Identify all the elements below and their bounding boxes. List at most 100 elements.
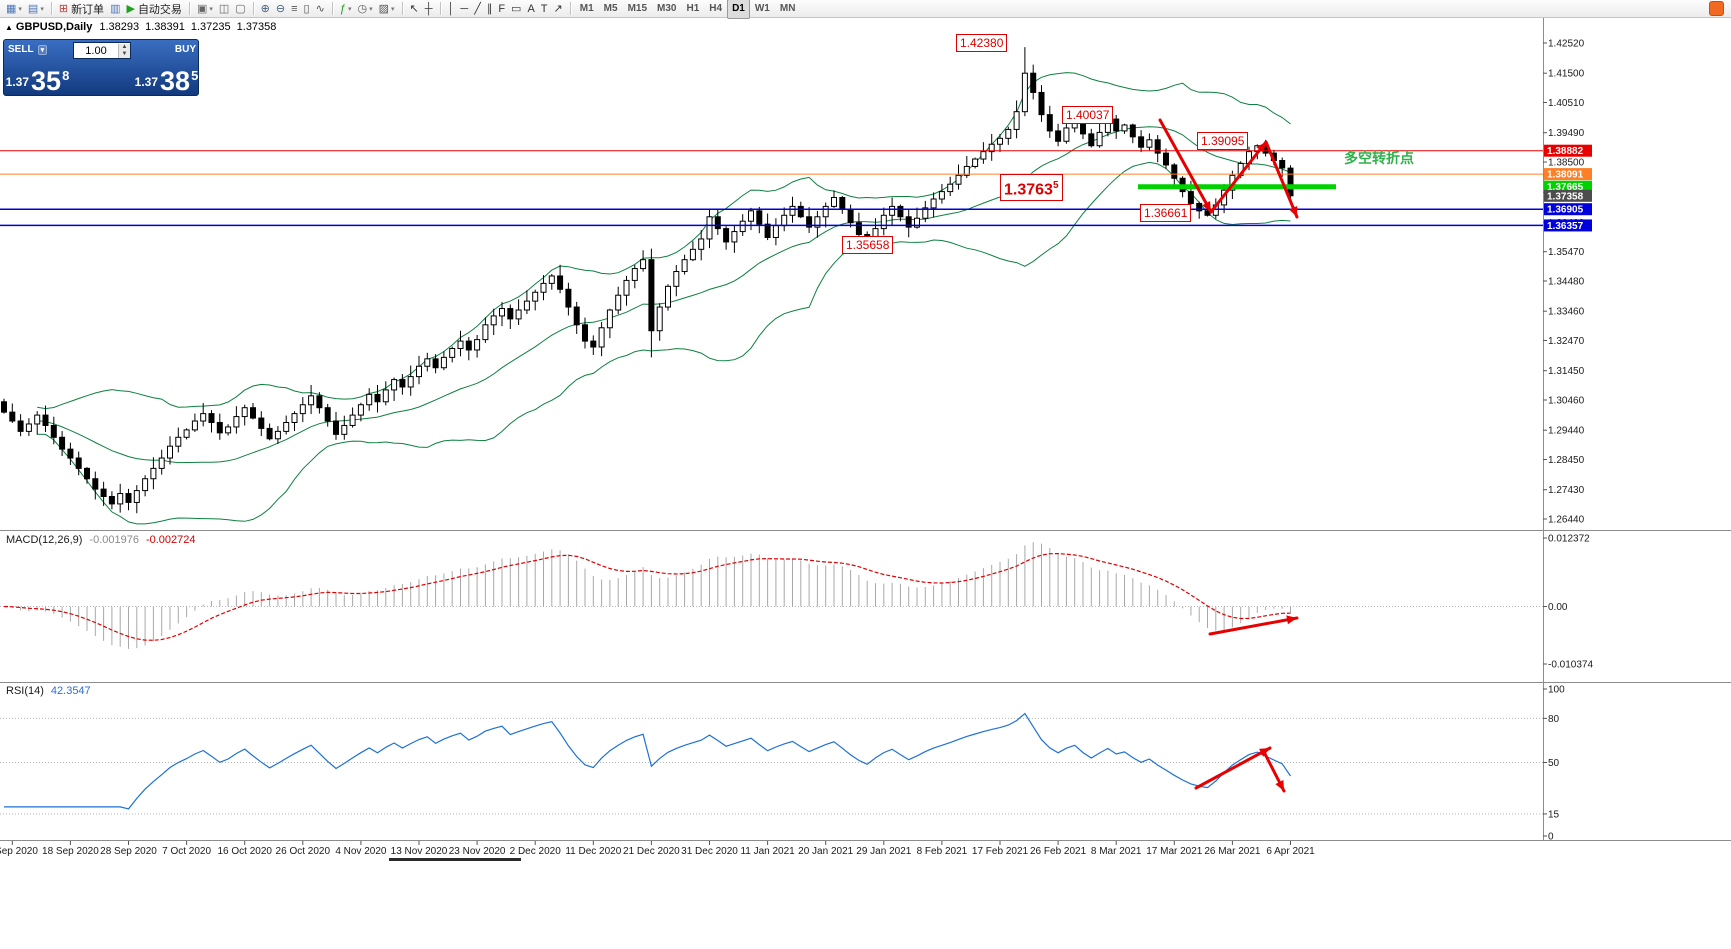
line-chart-icon[interactable]: ∿ [313,1,328,17]
svg-text:1.28450: 1.28450 [1548,455,1585,466]
toolbar-separator [401,2,403,15]
autotrading-button[interactable]: ▶ 自动交易 [123,1,184,17]
price-axis-tags[interactable]: 1.38882 1.380911.37665 1.36905 1.36357 1.373… [1544,144,1592,232]
autotrading-button-label: 自动交易 [137,3,182,16]
vertical-line-icon[interactable]: │ [445,1,458,17]
timeframe-d1[interactable]: D1 [727,0,750,19]
timeframe-mn[interactable]: MN [779,3,796,14]
tile-windows-icon[interactable]: ◫ [216,1,232,17]
templates-icon-dropdown[interactable]: ▾ [390,5,395,13]
down-trend-arrow-2[interactable] [1264,140,1299,219]
trend-arrows[interactable] [1158,118,1299,793]
chart-window-icon[interactable]: ▥ [107,1,123,17]
timeframe-w1[interactable]: W1 [754,3,770,14]
rebound-high-label[interactable]: 1.39095 [1197,132,1249,150]
timeframe-h1[interactable]: H1 [686,3,700,14]
crosshair-icon[interactable]: ┼ [422,1,436,17]
price-tag-1.38091[interactable] [1544,168,1592,181]
svg-text:23 Nov 2020: 23 Nov 2020 [449,846,506,857]
shapes-icon[interactable]: ▭ [508,1,524,17]
svg-text:16 Oct 2020: 16 Oct 2020 [217,846,272,857]
candlestick-chart-icon[interactable]: ▯ [301,1,313,17]
trendline-icon[interactable]: ╱ [471,1,484,17]
price-tag-1.36357[interactable] [1544,219,1592,232]
cascade-windows-icon-dropdown[interactable]: ▾ [209,5,213,13]
new-chart-icon-dropdown[interactable]: ▾ [18,5,22,13]
price-tag-1.38882[interactable] [1544,144,1592,157]
chart-plot-area[interactable] [0,18,1543,530]
arrange-windows-icon[interactable]: ▢ [232,1,248,17]
volume-up-icon[interactable]: ▲ [121,43,128,50]
turning-point-note[interactable]: 多空转折点 [1344,150,1414,166]
date-axis[interactable] [0,841,1543,858]
profiles-icon[interactable]: ▤ ▾ [25,1,47,17]
sell-price-base: 1.37 [5,75,30,89]
svg-text:6 Apr 2021: 6 Apr 2021 [1266,846,1315,857]
new-chart-icon[interactable]: ▦ ▾ [3,1,25,17]
periods-icon-dropdown[interactable]: ▾ [369,5,373,13]
up-trend-arrow-1[interactable] [1209,140,1268,214]
horizontal-scrollbar-thumb[interactable] [389,858,521,861]
templates-icon-glyph: ▨ [378,2,389,15]
timeframe-m30[interactable]: M30 [657,3,677,14]
fibonacci-icon[interactable]: F [495,1,508,17]
zoom-out-icon[interactable]: ⊖ [273,1,288,17]
price-tag-1.36905[interactable] [1544,203,1592,216]
rsi-header: RSI(14) 42.3547 [6,685,91,697]
timeframe-m5[interactable]: M5 [603,3,618,14]
price-axis[interactable] [1543,18,1731,840]
price-tag-1.37358[interactable] [1544,189,1592,202]
sell-price-pipette: 8 [62,68,70,83]
svg-text:-0.010374: -0.010374 [1548,660,1593,671]
bar-chart-icon[interactable]: ≡ [288,1,300,17]
arrow-object-icon[interactable]: ↗ [551,1,566,17]
svg-text:8 Sep 2020: 8 Sep 2020 [0,846,38,857]
swing-low-label[interactable]: 1.36661 [1140,204,1192,222]
peak-price-label[interactable]: 1.42380 [956,34,1008,52]
price-tag-1.37665[interactable] [1544,180,1592,193]
key-level-label[interactable]: 1.37635 [1000,174,1063,202]
timeframe-h4[interactable]: H4 [709,3,723,14]
svg-text:11 Jan 2021: 11 Jan 2021 [740,846,795,857]
new-order-button[interactable]: ⊞ 新订单 [56,1,107,17]
cursor-icon[interactable]: ↖ [407,1,422,17]
secondary-high-label[interactable]: 1.40037 [1062,106,1114,124]
feb-low-label[interactable]: 1.35658 [842,236,894,254]
sell-button[interactable]: 1.37 35 8 [4,59,71,97]
horizontal-line-icon[interactable]: ─ [457,1,471,17]
profiles-icon-dropdown[interactable]: ▾ [40,5,44,13]
channel-icon[interactable]: ∥ [484,1,496,17]
down-trend-arrow-1[interactable] [1158,118,1213,214]
svg-text:17 Feb 2021: 17 Feb 2021 [972,846,1029,857]
text-icon[interactable]: A [524,1,537,17]
sell-options-dropdown-icon[interactable]: ▾ [37,44,48,55]
cascade-windows-icon[interactable]: ▣ ▾ [194,1,216,17]
buy-button[interactable]: 1.37 38 5 [133,59,200,97]
rsi-up-arrow[interactable] [1194,746,1272,790]
indicators-button[interactable]: ƒ ▾ [337,1,355,17]
svg-text:4 Nov 2020: 4 Nov 2020 [335,846,387,857]
new-order-button-glyph: ⊞ [58,2,69,15]
timeframe-m1[interactable]: M1 [579,3,594,14]
volume-down-icon[interactable]: ▼ [121,50,128,57]
macd-trend-arrow[interactable] [1208,616,1299,636]
crosshair-icon-glyph: ┼ [424,2,433,15]
sell-header[interactable]: SELL ▾ [4,40,71,59]
price-level-lines[interactable] [0,150,1543,227]
templates-icon[interactable]: ▨ ▾ [376,1,398,17]
periods-icon[interactable]: ◷ ▾ [354,1,375,17]
zoom-in-icon[interactable]: ⊕ [258,1,273,17]
volume-input[interactable] [74,44,118,57]
timeframe-m15[interactable]: M15 [627,3,648,14]
indicators-button-dropdown[interactable]: ▾ [347,5,352,13]
svg-text:1.26440: 1.26440 [1548,515,1585,526]
text-label-icon[interactable]: T [538,1,551,17]
svg-text:1.37665: 1.37665 [1547,182,1584,193]
notification-icon[interactable] [1709,1,1724,16]
buy-header[interactable]: BUY [133,40,200,59]
one-click-trading-panel: SELL ▾ ▲ ▼ BUY 1.37 35 8 1.37 38 5 [3,39,199,96]
horizontal-line-icon-glyph: ─ [460,2,469,15]
macd-label: MACD(12,26,9) [6,534,83,546]
svg-text:2 Dec 2020: 2 Dec 2020 [510,846,562,857]
